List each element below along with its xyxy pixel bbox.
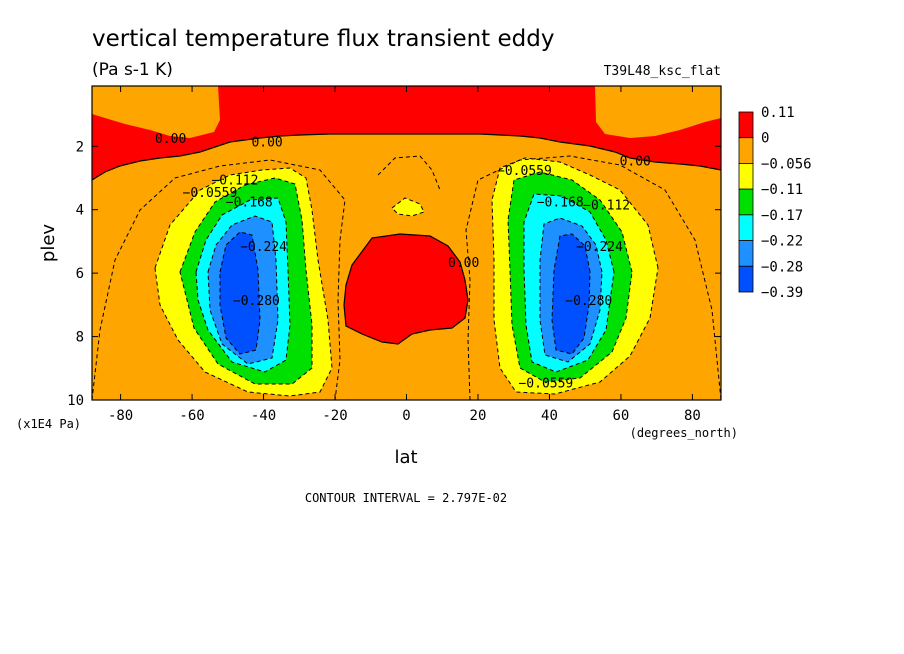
green-right-outline [507, 171, 633, 383]
colorbar-label: 0 [761, 131, 769, 147]
colorbar-swatch [738, 214, 754, 241]
band-red-core [344, 234, 468, 344]
y-axis-ticks: 2 4 6 8 10 [67, 139, 721, 409]
cyan-left-outline [195, 197, 291, 373]
contour-label: 0.00 [155, 132, 186, 147]
outer-dashed-right [465, 155, 721, 400]
yellow-left-outline [154, 167, 333, 397]
y-axis-label: plev [38, 224, 59, 263]
y-tick-label: 6 [76, 266, 84, 282]
colorbar-label: −0.17 [761, 208, 803, 224]
x-tick-label: -40 [251, 408, 276, 424]
notch-left [92, 86, 220, 138]
x-tick-label: -60 [179, 408, 204, 424]
x-tick-label: 80 [684, 408, 701, 424]
contour-field: 0.00 0.000.000.00−0.0559−0.112−0.168−0.22… [92, 86, 721, 400]
x-tick-label: 40 [541, 408, 558, 424]
notch-right [595, 86, 721, 138]
colorbar-swatch [738, 111, 754, 139]
contour-label: 0.00 [251, 135, 282, 150]
colorbar-label: −0.056 [761, 156, 812, 172]
yellow-right-outline [491, 157, 659, 395]
dashed-cap [377, 155, 441, 191]
y-tick-label: 4 [76, 203, 84, 219]
contour-label: −0.168 [537, 196, 584, 211]
colorbar-label: −0.39 [761, 285, 803, 301]
contour-interval-text: CONTOUR INTERVAL = 2.797E-02 [305, 491, 507, 505]
band-blue-deep-left [220, 232, 260, 354]
zero-contour-core [343, 233, 469, 345]
outer-dashed-left [92, 159, 346, 400]
contour-label: −0.224 [576, 240, 623, 255]
band-blue-deep-right [552, 234, 590, 354]
x-axis-units: (degrees_north) [630, 426, 738, 440]
deep-right-outline [551, 233, 591, 355]
colorbar-swatch [738, 137, 754, 164]
contour-label: 0.00 [448, 256, 479, 271]
y-tick-label: 8 [76, 330, 84, 346]
x-tick-label: 60 [613, 408, 630, 424]
colorbar-swatch [738, 265, 754, 293]
cyan-right-outline [523, 193, 615, 373]
band-red-top [92, 86, 721, 180]
contour-label: −0.168 [226, 196, 273, 211]
y-tick-label: 10 [67, 393, 84, 409]
blue-left-outline [207, 215, 279, 365]
contour-label: −0.0559 [497, 164, 552, 179]
yellow-small-outline [391, 197, 425, 217]
contour-lines [92, 133, 721, 400]
contour-label: −0.0559 [183, 186, 238, 201]
colorbar-swatch [738, 188, 754, 216]
colorbar: 0.11 0 −0.056 −0.11 −0.17 −0.22 −0.28 −0.39 [738, 105, 812, 301]
y-tick-label: 2 [76, 139, 84, 155]
contour-label: −0.224 [240, 240, 287, 255]
chart-title: vertical temperature flux transient eddy [92, 26, 554, 52]
chart-units: (Pa s-1 K) [92, 60, 173, 80]
contour-labels: 0.00 0.000.000.00−0.0559−0.112−0.168−0.22… [155, 132, 651, 391]
x-tick-label: 0 [402, 408, 410, 424]
contour-label: −0.280 [233, 294, 280, 309]
colorbar-label: −0.22 [761, 234, 803, 250]
x-axis-label: lat [394, 447, 417, 468]
contour-label: −0.0559 [518, 376, 573, 391]
contour-label: −0.112 [583, 199, 630, 214]
run-label: T39L48_ksc_flat [604, 64, 721, 79]
colorbar-label: −0.11 [761, 182, 803, 198]
contour-label: −0.112 [211, 173, 258, 188]
colorbar-label: 0.11 [761, 105, 795, 121]
dashed-contours [92, 155, 721, 400]
contour-label: −0.280 [565, 294, 612, 309]
colorbar-swatch [738, 163, 754, 190]
y-axis-units: (x1E4 Pa) [16, 417, 81, 431]
x-axis-ticks: -80 -60 -40 -20 0 20 40 60 80 [108, 86, 701, 424]
x-tick-label: -20 [322, 408, 347, 424]
colorbar-label: −0.28 [761, 259, 803, 275]
colorbar-swatch [738, 240, 754, 267]
x-tick-label: -80 [108, 408, 133, 424]
zero-contour-top [92, 133, 721, 181]
x-tick-label: 20 [470, 408, 487, 424]
blue-right-outline [539, 217, 603, 363]
contour-label: 0.00 [620, 154, 651, 169]
